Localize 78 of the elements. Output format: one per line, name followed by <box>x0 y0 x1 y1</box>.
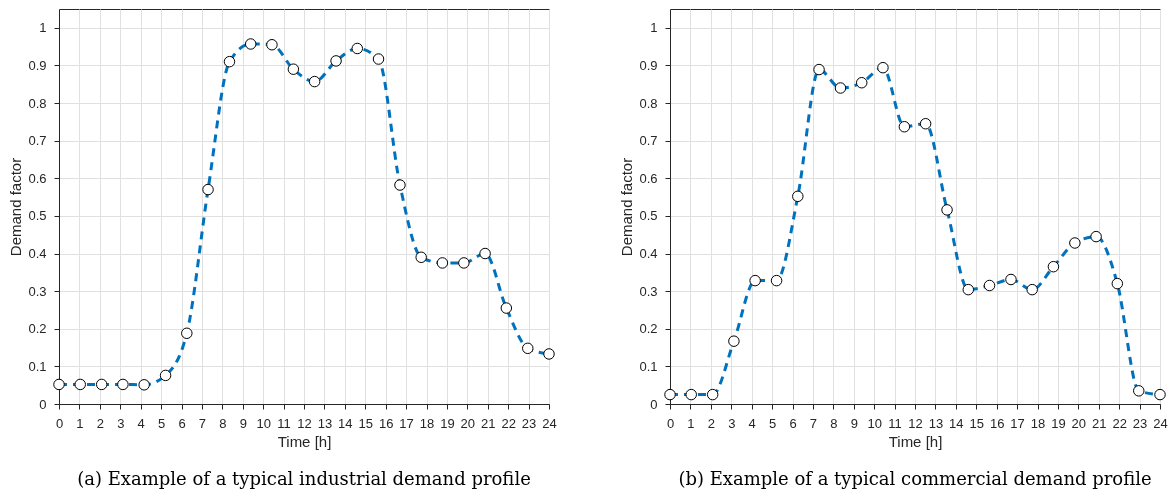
y-axis-title: Demand factor <box>618 157 636 257</box>
x-tick-label: 16 <box>989 415 1005 431</box>
x-tick-label: 0 <box>55 415 64 431</box>
y-tick-label: 0.1 <box>639 358 658 374</box>
x-tick-label: 1 <box>76 415 84 431</box>
x-tick-label: 0 <box>666 415 675 431</box>
x-tick-label: 9 <box>850 415 858 431</box>
y-tick-label: 0.4 <box>639 246 658 262</box>
x-tick-label: 23 <box>521 415 537 431</box>
y-tick-label: 0 <box>650 396 658 412</box>
x-tick-label: 18 <box>419 415 435 431</box>
y-tick-label: 0.4 <box>28 246 47 262</box>
y-tick-label: 1 <box>650 20 658 36</box>
y-tick-label: 0.6 <box>28 170 47 186</box>
x-tick-label: 3 <box>117 415 125 431</box>
x-tick-label: 13 <box>928 415 944 431</box>
x-tick-label: 1 <box>687 415 695 431</box>
x-tick-label: 13 <box>317 415 333 431</box>
y-tick-label: 0.3 <box>639 283 658 299</box>
x-tick-label: 11 <box>888 415 902 431</box>
y-axis-title: Demand factor <box>7 157 25 257</box>
x-tick-label: 20 <box>460 415 476 431</box>
y-tick-label: 0.2 <box>639 321 658 337</box>
x-tick-label: 19 <box>1051 415 1066 431</box>
x-tick-label: 6 <box>789 415 797 431</box>
y-tick-label: 0.8 <box>28 95 47 111</box>
x-tick-label: 4 <box>748 415 756 431</box>
x-tick-label: 24 <box>1153 415 1168 431</box>
x-tick-label: 19 <box>440 415 455 431</box>
y-tick-label: 1 <box>39 20 47 36</box>
y-tick-label: 0 <box>39 396 47 412</box>
x-tick-label: 14 <box>949 415 964 431</box>
y-tick-label: 0.7 <box>28 133 47 149</box>
x-tick-label: 22 <box>1112 415 1127 431</box>
x-tick-label: 22 <box>501 415 516 431</box>
y-tick-label: 0.5 <box>639 208 658 224</box>
x-tick-label: 6 <box>178 415 186 431</box>
x-tick-label: 18 <box>1030 415 1046 431</box>
x-tick-label: 5 <box>157 415 166 431</box>
x-axis-title: Time [h] <box>277 432 332 450</box>
x-tick-label: 17 <box>399 415 414 431</box>
x-tick-label: 23 <box>1132 415 1148 431</box>
x-axis-title: Time [h] <box>888 432 943 450</box>
x-tick-label: 11 <box>277 415 291 431</box>
y-tick-label: 0.6 <box>639 170 658 186</box>
x-tick-label: 12 <box>297 415 312 431</box>
x-tick-label: 15 <box>358 415 373 431</box>
x-tick-label: 7 <box>809 415 818 431</box>
x-tick-label: 7 <box>198 415 207 431</box>
y-tick-label: 0.9 <box>28 57 47 73</box>
y-tick-label: 0.2 <box>28 321 47 337</box>
x-tick-label: 10 <box>867 415 882 431</box>
y-tick-label: 0.3 <box>28 283 47 299</box>
y-tick-label: 0.9 <box>639 57 658 73</box>
x-tick-label: 20 <box>1071 415 1087 431</box>
x-tick-label: 2 <box>707 415 715 431</box>
x-tick-label: 15 <box>969 415 984 431</box>
x-tick-label: 3 <box>728 415 736 431</box>
text: (a) Example of a typical industrial demand profile <box>77 468 531 489</box>
x-tick-label: 8 <box>219 415 227 431</box>
x-tick-label: 9 <box>239 415 247 431</box>
x-tick-label: 10 <box>256 415 271 431</box>
x-tick-label: 21 <box>481 415 496 431</box>
x-tick-label: 14 <box>338 415 353 431</box>
x-tick-label: 5 <box>768 415 777 431</box>
x-tick-label: 12 <box>908 415 923 431</box>
x-tick-label: 16 <box>378 415 394 431</box>
y-tick-label: 0.8 <box>639 95 658 111</box>
x-tick-label: 17 <box>1010 415 1025 431</box>
x-tick-label: 24 <box>542 415 557 431</box>
x-tick-label: 21 <box>1092 415 1107 431</box>
y-tick-label: 0.7 <box>639 133 658 149</box>
text: (b) Example of a typical commercial demand profile <box>678 468 1152 489</box>
y-tick-label: 0.1 <box>28 358 47 374</box>
x-tick-label: 2 <box>96 415 104 431</box>
x-tick-label: 8 <box>830 415 838 431</box>
y-tick-label: 0.5 <box>28 208 47 224</box>
x-tick-label: 4 <box>137 415 145 431</box>
